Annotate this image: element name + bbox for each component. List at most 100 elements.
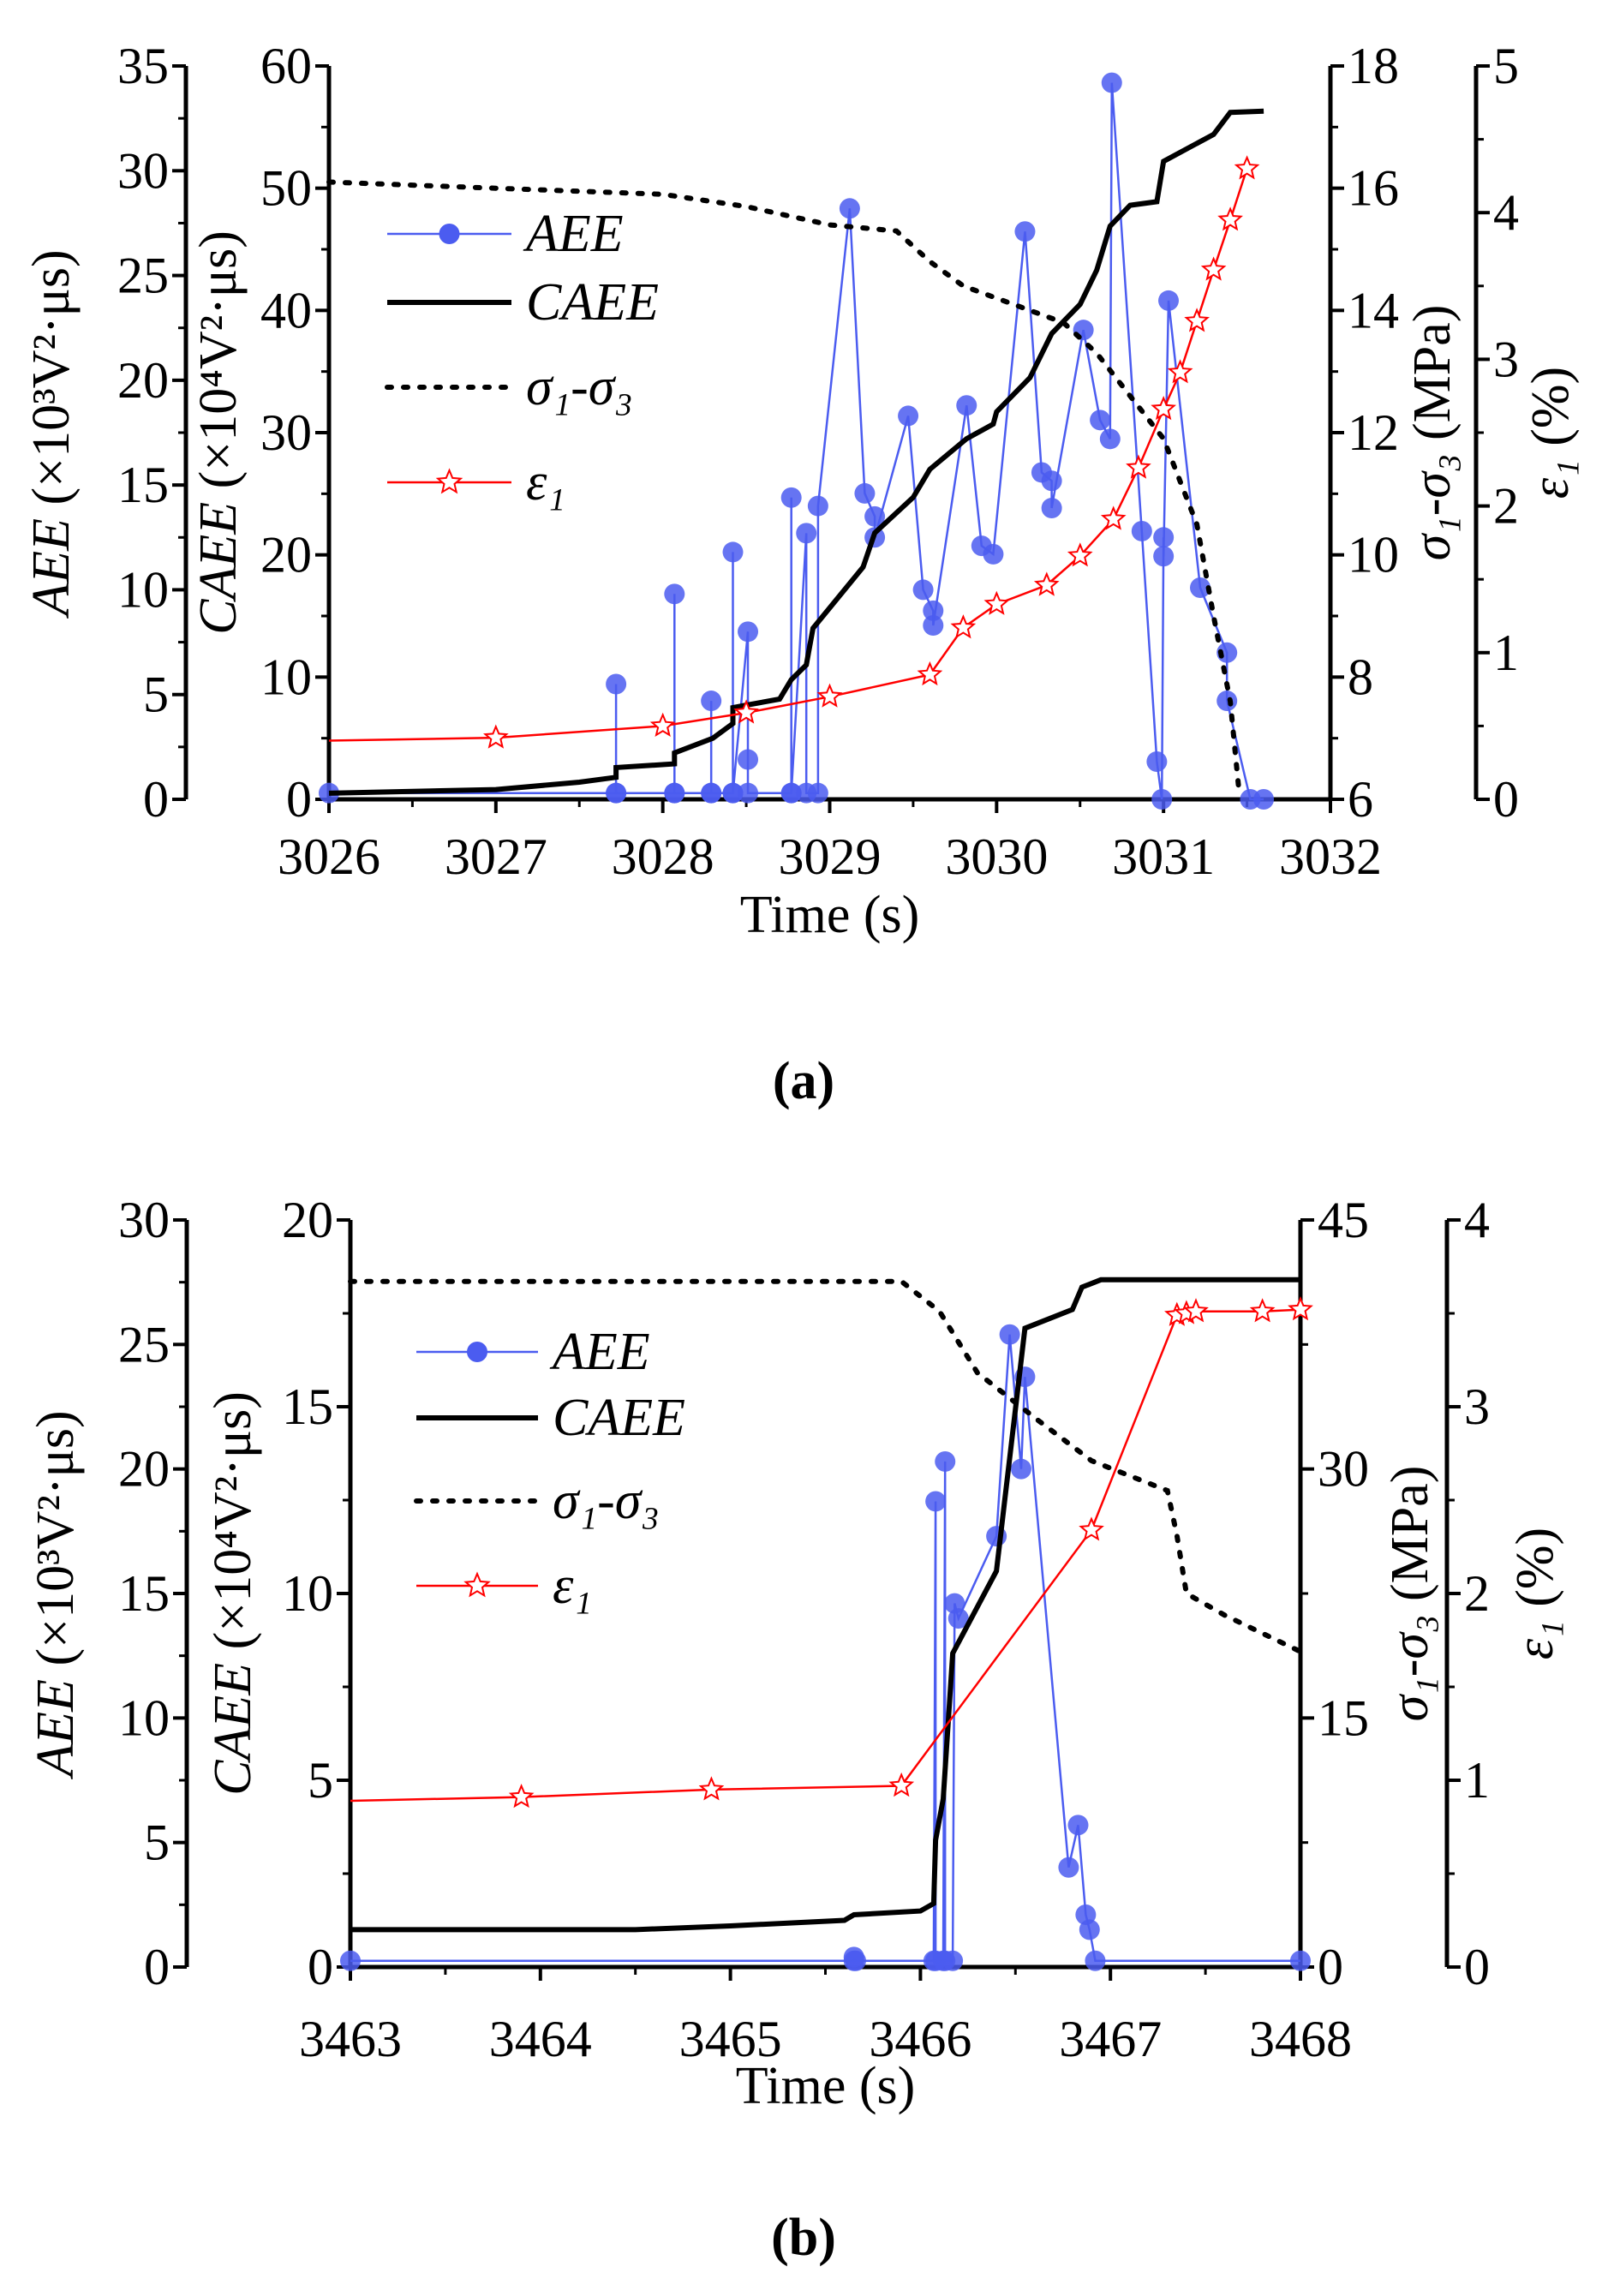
sigma-axis-title-unit: (MPa) bbox=[1403, 305, 1462, 454]
aee-point bbox=[898, 405, 919, 427]
x-tick-label: 3465 bbox=[679, 2011, 782, 2067]
aee-point bbox=[664, 583, 685, 605]
series-aee bbox=[340, 1324, 1311, 1971]
aee-tick-label: 20 bbox=[118, 1441, 170, 1498]
sigma-axis-title: σ₁-σ₃ (MPa) bbox=[1403, 305, 1462, 561]
legend-item-sigma: σ₁-σ₃ bbox=[385, 358, 633, 416]
sigma-tick-label: 10 bbox=[1348, 527, 1399, 583]
legend-marker-circle bbox=[467, 1342, 487, 1362]
aee-axis-title: AEE (×10³V²·μs) bbox=[22, 249, 81, 619]
legend: AEE CAEE σ₁-σ₃ ε₁ bbox=[385, 205, 659, 511]
caee-axis-title-var: CAEE bbox=[204, 1663, 262, 1796]
sigma-tick-label: 16 bbox=[1348, 160, 1399, 217]
sigma-tick-label: 6 bbox=[1348, 771, 1373, 828]
aee-tick-label: 15 bbox=[117, 457, 169, 513]
aee-point bbox=[780, 782, 802, 804]
eps-point bbox=[983, 590, 1010, 615]
aee-point bbox=[1014, 221, 1036, 242]
caee-tick-label: 20 bbox=[260, 527, 312, 583]
legend-label: CAEE bbox=[526, 273, 659, 332]
eps-point bbox=[733, 699, 759, 724]
aee-point bbox=[1090, 410, 1111, 431]
eps-axis-title-var: ε₁ bbox=[1521, 459, 1580, 499]
aee-point bbox=[845, 1950, 866, 1971]
aee-tick-label: 30 bbox=[117, 142, 169, 199]
caee-tick-label: 40 bbox=[260, 282, 312, 338]
sigma-tick-label: 30 bbox=[1318, 1441, 1369, 1498]
eps-tick-label: 2 bbox=[1464, 1565, 1490, 1622]
eps-point bbox=[1217, 206, 1243, 231]
aee-point bbox=[923, 615, 944, 637]
x-tick-label: 3027 bbox=[445, 828, 547, 885]
series-eps bbox=[328, 155, 1260, 749]
aee-point bbox=[864, 505, 886, 527]
aee-point bbox=[738, 621, 759, 643]
aee-point bbox=[1079, 1919, 1100, 1940]
eps-point bbox=[508, 1783, 535, 1809]
sigma-line bbox=[348, 1278, 1303, 1654]
x-tick-label: 3467 bbox=[1059, 2011, 1162, 2067]
eps-tick-label: 1 bbox=[1493, 625, 1519, 681]
aee-point bbox=[606, 782, 627, 804]
aee-point bbox=[983, 543, 1004, 565]
eps-tick-label: 1 bbox=[1464, 1752, 1490, 1809]
legend: AEE CAEE σ₁-σ₃ ε₁ bbox=[414, 1323, 685, 1615]
eps-axis-title-unit: (%) bbox=[1506, 1528, 1564, 1620]
aee-tick-label: 35 bbox=[117, 38, 169, 94]
aee-point bbox=[1041, 498, 1062, 519]
aee-point bbox=[925, 1491, 947, 1512]
sigma-tick-label: 14 bbox=[1348, 282, 1399, 338]
sigma-tick-label: 12 bbox=[1348, 404, 1399, 461]
legend-marker-circle bbox=[439, 224, 460, 244]
eps-point bbox=[1033, 571, 1060, 596]
aee-tick-label: 0 bbox=[143, 771, 169, 828]
aee-tick-label: 25 bbox=[118, 1316, 170, 1372]
aee-point bbox=[956, 395, 977, 416]
aee-point bbox=[664, 782, 685, 804]
eps-point bbox=[888, 1772, 915, 1797]
aee-point bbox=[738, 782, 759, 804]
legend-item-caee: CAEE bbox=[387, 273, 659, 332]
aee-tick-label: 5 bbox=[143, 667, 169, 723]
legend-item-aee: AEE bbox=[387, 205, 624, 263]
aee-point bbox=[1190, 577, 1211, 598]
eps-point bbox=[1249, 1298, 1276, 1323]
caee-tick-label: 10 bbox=[282, 1565, 333, 1622]
sigma-axis-title: σ₁-σ₃ (MPa) bbox=[1381, 1466, 1439, 1722]
aee-tick-label: 30 bbox=[118, 1192, 170, 1248]
eps-tick-label: 0 bbox=[1464, 1939, 1490, 1995]
aee-line bbox=[350, 1334, 1300, 1962]
eps-line bbox=[350, 1308, 1301, 1803]
legend-label: AEE bbox=[523, 205, 624, 263]
legend-item-caee: CAEE bbox=[416, 1389, 685, 1447]
legend-label: AEE bbox=[549, 1323, 650, 1381]
aee-line bbox=[329, 82, 1264, 801]
caee-axis-title-unit: (×10⁴V²·μs) bbox=[204, 1391, 262, 1663]
eps-point bbox=[1079, 1516, 1104, 1541]
aee-point bbox=[839, 198, 860, 219]
x-axis-title: Time (s) bbox=[740, 886, 920, 944]
aee-point bbox=[1290, 1950, 1311, 1971]
eps-line bbox=[328, 168, 1248, 742]
sigma-tick-label: 18 bbox=[1348, 38, 1399, 94]
caee-tick-label: 30 bbox=[260, 404, 312, 461]
eps-tick-label: 5 bbox=[1493, 38, 1519, 94]
x-tick-label: 3463 bbox=[299, 2011, 402, 2067]
aee-point bbox=[1158, 290, 1180, 311]
legend-item-eps: ε₁ bbox=[387, 453, 565, 511]
x-tick-label: 3468 bbox=[1249, 2011, 1352, 2067]
caee-axis-title: CAEE (×10⁴V²·μs) bbox=[189, 230, 248, 635]
aee-axis-title: AEE (×10³V²·μs) bbox=[27, 1410, 85, 1779]
series-caee bbox=[350, 1277, 1300, 1933]
legend-label: ε₁ bbox=[526, 453, 565, 511]
series-eps bbox=[350, 1295, 1313, 1809]
caee-line bbox=[350, 1277, 1300, 1933]
aee-point bbox=[1216, 691, 1238, 712]
eps-axis-title: ε₁ (%) bbox=[1506, 1528, 1564, 1659]
aee-point bbox=[923, 600, 944, 621]
series-aee bbox=[319, 72, 1275, 810]
aee-point bbox=[947, 1608, 969, 1629]
caee-tick-label: 10 bbox=[260, 649, 312, 705]
eps-point bbox=[1234, 155, 1260, 180]
